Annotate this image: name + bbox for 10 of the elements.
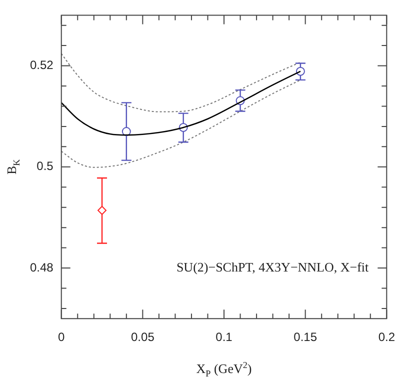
x-tick-label: 0.2 xyxy=(378,330,396,344)
y-axis-title: BK xyxy=(4,158,22,175)
x-tick-label: 0.05 xyxy=(131,330,155,344)
y-tick-label: 0.5 xyxy=(36,159,54,174)
x-tick-label: 0.1 xyxy=(216,330,233,344)
annotation: SU(2)−SChPT, 4X3Y−NNLO, X−fit xyxy=(176,259,370,274)
y-tick-label: 0.48 xyxy=(30,260,54,274)
x-tick-label: 0 xyxy=(58,330,66,344)
x-tick-label: 0.15 xyxy=(294,330,318,344)
y-tick-label: 0.52 xyxy=(30,58,54,72)
